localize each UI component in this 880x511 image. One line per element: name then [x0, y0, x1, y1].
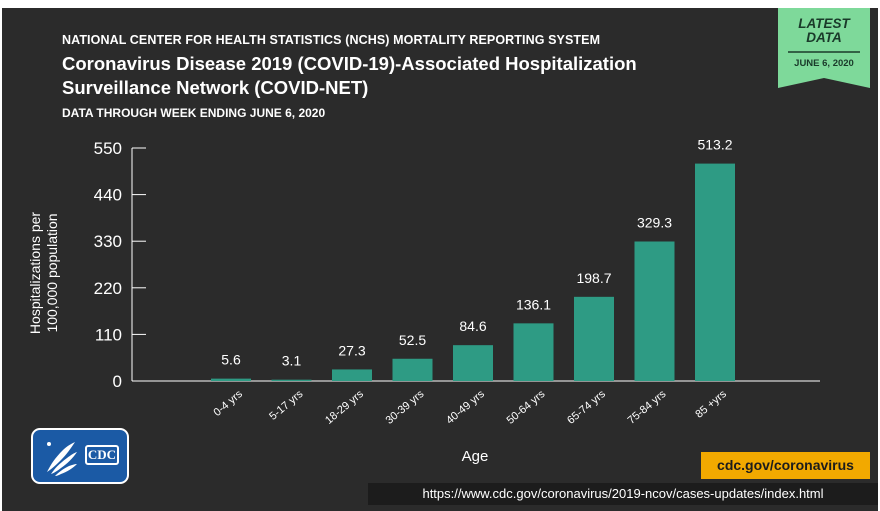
- x-tick-label: 75-84 yrs: [626, 388, 669, 427]
- hhs-eagle-icon: [47, 442, 77, 476]
- x-tick-label: 85 +yrs: [693, 388, 729, 421]
- y-axis-title-line-1: Hospitalizations per: [27, 212, 43, 335]
- x-tick-label: 18-29 yrs: [323, 388, 366, 427]
- latest-data-badge: LATEST DATA JUNE 6, 2020: [778, 8, 870, 88]
- y-axis-title: Hospitalizations per 100,000 population: [27, 212, 60, 335]
- source-page-url[interactable]: https://www.cdc.gov/coronavirus/2019-nco…: [368, 483, 878, 505]
- y-tick-label: 220: [94, 279, 122, 298]
- bar-value-label: 27.3: [338, 342, 365, 358]
- chart-supertitle: NATIONAL CENTER FOR HEALTH STATISTICS (N…: [62, 33, 601, 47]
- y-axis-title-line-2: 100,000 population: [44, 213, 60, 332]
- badge-ribbon-shape: [778, 8, 870, 88]
- cdc-logo-text: CDC: [85, 445, 119, 465]
- badge-line-data: DATA: [806, 30, 842, 45]
- bar: [211, 378, 251, 381]
- bar-value-label: 136.1: [516, 296, 551, 312]
- bar-value-label: 513.2: [697, 137, 732, 153]
- x-tick-label: 65-74 yrs: [565, 388, 608, 427]
- bar-value-labels: 5.6 3.1 27.3 52.5 84.6 136.1 198.7 329.3 513.2: [221, 137, 732, 369]
- y-tick-label: 330: [94, 232, 122, 251]
- x-axis-title: Age: [462, 448, 489, 465]
- bar: [332, 369, 372, 381]
- bar-value-label: 5.6: [221, 352, 241, 368]
- badge-date: JUNE 6, 2020: [794, 58, 854, 69]
- bar-value-label: 84.6: [459, 318, 486, 334]
- badge-heading: LATEST DATA: [778, 17, 870, 45]
- y-tick-label: 550: [94, 139, 122, 158]
- bar: [695, 163, 735, 381]
- x-tick-label: 50-64 yrs: [505, 388, 548, 427]
- x-tick-label: 5-17 yrs: [267, 388, 306, 423]
- x-axis-tick-labels: 0-4 yrs 5-17 yrs 18-29 yrs 30-39 yrs 40-49 y…: [211, 388, 729, 427]
- bar: [513, 323, 554, 381]
- cdc-logo: CDC: [31, 428, 129, 484]
- y-tick-label: 0: [113, 372, 122, 391]
- bar-value-label: 3.1: [282, 353, 302, 369]
- bar: [574, 296, 614, 381]
- x-tick-label: 40-49 yrs: [444, 388, 487, 427]
- x-tick-label: 0-4 yrs: [211, 388, 245, 419]
- bar-value-label: 329.3: [637, 214, 672, 230]
- bar: [634, 241, 675, 381]
- chart-title: Coronavirus Disease 2019 (COVID-19)-Asso…: [62, 53, 637, 98]
- x-tick-label: 30-39 yrs: [384, 388, 427, 427]
- bar-series: [211, 163, 735, 381]
- bar-value-label: 198.7: [576, 270, 611, 286]
- bar: [453, 345, 493, 381]
- bar-value-label: 52.5: [399, 332, 426, 348]
- badge-line-latest: LATEST: [798, 16, 850, 31]
- y-tick-label: 440: [94, 186, 122, 205]
- bar: [271, 379, 312, 381]
- cdc-coronavirus-url[interactable]: cdc.gov/coronavirus: [701, 452, 870, 479]
- y-tick-label: 110: [95, 325, 122, 344]
- chart-subtitle: DATA THROUGH WEEK ENDING JUNE 6, 2020: [62, 106, 326, 120]
- y-axis-ticks: 0 110 220 330 440 550: [94, 139, 146, 391]
- bar: [392, 358, 433, 381]
